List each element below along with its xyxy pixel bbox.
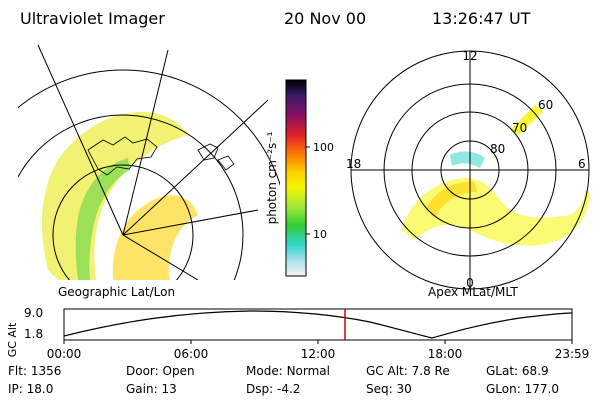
mlat-label-60: 60: [538, 98, 553, 112]
param-glat: GLat: 68.9: [486, 364, 549, 378]
polar-grid: [350, 50, 590, 290]
orbit-xtick-2359: 23:59: [555, 347, 590, 361]
param-mode: Mode: Normal: [246, 364, 330, 378]
colorbar-tick-100: 100: [313, 141, 334, 154]
orbit-altitude-plot: GC Alt 9.0 1.8 00:00 06:00 12:00 18:00 2…: [6, 306, 590, 361]
orbit-ytick-low: 1.8: [24, 327, 43, 341]
polar-mlt-panel: 12 18 6 0 60 70 80 Apex MLat/MLT: [346, 49, 590, 299]
coastline-east: [197, 143, 235, 171]
polar-aurora-polar-cap: [450, 151, 485, 168]
param-glon: GLon: 177.0: [486, 382, 559, 396]
param-seq: Seq: 30: [366, 382, 412, 396]
param-gain: Gain: 13: [126, 382, 177, 396]
orbit-axis-label: GC Alt: [6, 322, 19, 357]
orbit-ytick-high: 9.0: [24, 306, 43, 320]
colorbar-gradient: [285, 79, 307, 277]
image-time: 13:26:47 UT: [432, 9, 531, 28]
mlt-label-6: 6: [578, 157, 586, 171]
polar-aurora-dayside: [510, 105, 543, 135]
colorbar-units-label: photon cm⁻²s⁻¹: [265, 131, 279, 224]
image-date: 20 Nov 00: [284, 9, 367, 28]
mlt-label-12: 12: [462, 49, 477, 63]
param-ip: IP: 18.0: [8, 382, 54, 396]
mlat-label-80: 80: [490, 142, 505, 156]
auroral-oval-outer: [42, 111, 189, 280]
param-door: Door: Open: [126, 364, 195, 378]
colorbar-tick-10: 10: [313, 228, 327, 241]
left-panel-caption: Geographic Lat/Lon: [58, 285, 175, 299]
param-dsp: Dsp: -4.2: [246, 382, 301, 396]
orbit-xtick-1200: 12:00: [301, 347, 336, 361]
orbit-xtick-0600: 06:00: [174, 347, 209, 361]
param-gc-alt: GC Alt: 7.8 Re: [366, 364, 450, 378]
mlt-label-18: 18: [346, 157, 361, 171]
mlat-label-70: 70: [512, 121, 527, 135]
orbit-xtick-1800: 18:00: [428, 347, 463, 361]
auroral-oval-green: [75, 158, 130, 280]
right-panel-caption: Apex MLat/MLT: [428, 285, 518, 299]
polar-aurora-arc: [425, 181, 477, 218]
orbit-altitude-curve: [63, 310, 573, 339]
orbit-xtick-0000: 00:00: [47, 347, 82, 361]
mlt-label-0: 0: [466, 276, 474, 290]
instrument-title: Ultraviolet Imager: [20, 9, 165, 28]
param-flt: Flt: 1356: [8, 364, 62, 378]
orbit-frame: [63, 308, 573, 341]
map-grid: [18, 44, 280, 280]
colorbar: 100 10 photon cm⁻²s⁻¹: [265, 79, 334, 277]
auroral-oval-inner: [112, 195, 198, 280]
coastline: [87, 136, 158, 176]
geographic-map-panel: Geographic Lat/Lon: [18, 44, 280, 299]
